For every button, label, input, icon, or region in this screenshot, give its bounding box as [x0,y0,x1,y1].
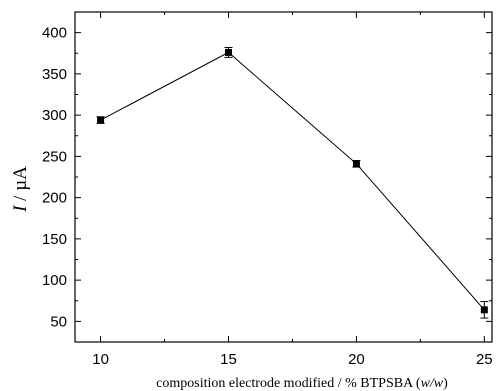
y-axis-ticks: 50 100 150 200 250 300 350 400 [42,25,492,330]
data-point [352,160,360,168]
y-axis-label-unit: / µA [10,166,31,206]
y-tick-label: 250 [42,148,67,165]
y-tick-label: 150 [42,231,67,248]
plot-border [74,11,493,343]
y-axis-label-symbol: I [10,204,31,213]
x-tick-label: 20 [348,351,365,368]
y-tick-label: 200 [42,190,67,207]
y-tick-label: 350 [42,66,67,83]
data-point [224,48,232,56]
x-tick-label: 15 [220,351,237,368]
y-tick-label: 400 [42,25,67,42]
y-tick-label: 50 [50,313,67,330]
x-tick-label: 25 [476,351,493,368]
data-point [97,116,105,124]
x-axis-ticks: 10 15 20 25 [92,12,493,368]
x-axis-label: composition electrode modified / % BTPSB… [156,376,448,391]
y-axis-label: I / µA [10,166,31,213]
x-axis-label-suffix: ) [443,376,448,391]
x-tick-label: 10 [92,351,109,368]
y-tick-label: 300 [42,107,67,124]
series-line [100,51,485,311]
y-tick-label: 100 [42,272,67,289]
x-axis-label-prefix: composition electrode modified / % BTPSB… [156,376,421,391]
series-layer [96,46,489,319]
plot-frame [74,11,493,343]
data-point [480,306,488,314]
x-axis-label-italic: w/w [421,376,444,391]
